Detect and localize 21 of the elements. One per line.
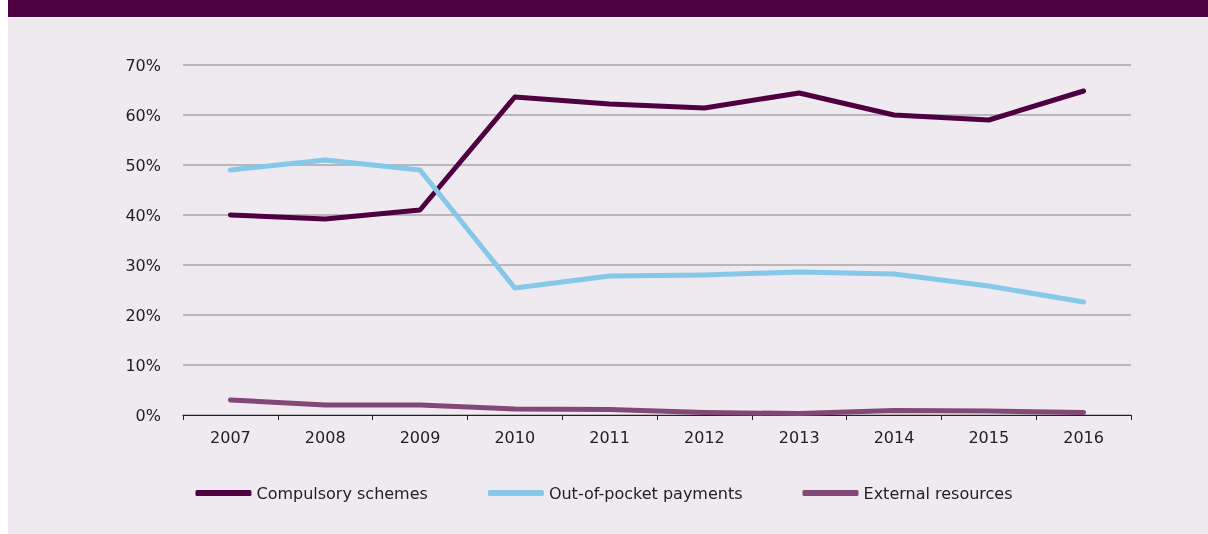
legend-label: Out-of-pocket payments xyxy=(548,483,743,503)
x-tick-label: 2012 xyxy=(684,427,725,447)
x-tick-label: 2009 xyxy=(399,427,441,447)
x-tick-label: 2008 xyxy=(304,427,346,447)
x-tick-label: 2011 xyxy=(589,427,630,447)
x-tick-label: 2007 xyxy=(210,427,251,447)
y-tick-label: 30% xyxy=(125,255,161,275)
y-tick-label: 10% xyxy=(125,355,161,375)
x-tick-label: 2015 xyxy=(968,427,1010,447)
y-tick-label: 70% xyxy=(125,55,161,75)
y-tick-label: 20% xyxy=(125,305,161,325)
legend-label: External resources xyxy=(863,483,1013,503)
y-tick-label: 0% xyxy=(135,405,161,425)
y-tick-label: 40% xyxy=(125,205,161,225)
x-tick-label: 2010 xyxy=(494,427,536,447)
y-tick-label: 60% xyxy=(125,105,161,125)
x-tick-label: 2013 xyxy=(778,427,820,447)
x-tick-label: 2016 xyxy=(1063,427,1104,447)
x-tick-label: 2014 xyxy=(873,427,915,447)
legend-label: Compulsory schemes xyxy=(256,483,428,503)
y-tick-label: 50% xyxy=(125,155,161,175)
